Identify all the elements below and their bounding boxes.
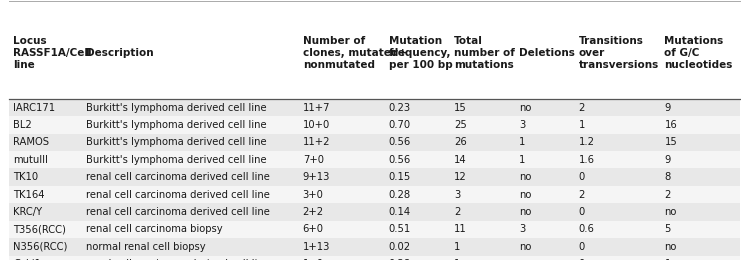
Text: 11+7: 11+7 <box>303 102 330 113</box>
Bar <box>9 203 740 221</box>
Text: Description: Description <box>87 48 154 58</box>
Text: 0.02: 0.02 <box>388 242 411 252</box>
Text: renal cell carcinoma derived cell line: renal cell carcinoma derived cell line <box>87 207 270 217</box>
Text: 1: 1 <box>519 137 525 147</box>
Text: 5: 5 <box>665 224 671 235</box>
Text: 16: 16 <box>665 120 677 130</box>
Text: 9+13: 9+13 <box>303 172 330 182</box>
Text: 15: 15 <box>665 137 677 147</box>
Text: 9: 9 <box>665 155 671 165</box>
Text: 0: 0 <box>579 242 585 252</box>
Bar <box>9 186 740 203</box>
Text: Mutation
frequency,
per 100 bp: Mutation frequency, per 100 bp <box>388 36 452 70</box>
Text: no: no <box>519 259 531 260</box>
Text: 7+0: 7+0 <box>303 155 324 165</box>
Text: 0.23: 0.23 <box>388 102 411 113</box>
Text: TK10: TK10 <box>13 172 39 182</box>
Text: 2: 2 <box>579 190 585 200</box>
Text: 3: 3 <box>519 224 525 235</box>
Text: 2: 2 <box>579 102 585 113</box>
Text: 2: 2 <box>453 207 460 217</box>
Text: 0.28: 0.28 <box>388 259 411 260</box>
Text: 11: 11 <box>453 224 467 235</box>
Bar <box>9 99 740 116</box>
Text: 3+0: 3+0 <box>303 190 324 200</box>
Text: renal cell carcinoma derived cell line: renal cell carcinoma derived cell line <box>87 190 270 200</box>
Text: 1.2: 1.2 <box>579 137 594 147</box>
Text: 2: 2 <box>665 190 671 200</box>
Text: no: no <box>519 190 531 200</box>
Text: 0.70: 0.70 <box>388 120 411 130</box>
Text: Burkitt's lymphoma derived cell line: Burkitt's lymphoma derived cell line <box>87 155 267 165</box>
Text: 26: 26 <box>453 137 467 147</box>
Text: Locus
RASSF1A/Cell
line: Locus RASSF1A/Cell line <box>13 36 92 70</box>
Text: KRC/Y: KRC/Y <box>13 207 42 217</box>
Text: 6+0: 6+0 <box>303 224 324 235</box>
Text: 0: 0 <box>579 172 585 182</box>
Text: normal renal cell biopsy: normal renal cell biopsy <box>87 242 206 252</box>
Text: 1+13: 1+13 <box>303 242 330 252</box>
Text: Deletions: Deletions <box>519 48 575 58</box>
Text: 0.56: 0.56 <box>388 155 411 165</box>
Text: mutulll: mutulll <box>13 155 48 165</box>
Text: 0.56: 0.56 <box>388 137 411 147</box>
Text: no: no <box>519 102 531 113</box>
Text: N356(RCC): N356(RCC) <box>13 242 67 252</box>
Bar <box>9 221 740 238</box>
Text: 1: 1 <box>519 155 525 165</box>
Text: no: no <box>519 172 531 182</box>
Text: T356(RCC): T356(RCC) <box>13 224 66 235</box>
Text: 2+2: 2+2 <box>303 207 324 217</box>
Bar <box>9 256 740 260</box>
Text: Burkitt's lymphoma derived cell line: Burkitt's lymphoma derived cell line <box>87 137 267 147</box>
Text: RAMOS: RAMOS <box>13 137 50 147</box>
Text: BL2: BL2 <box>13 120 32 130</box>
Bar <box>9 116 740 134</box>
Text: Burkitt's lymphoma derived cell line: Burkitt's lymphoma derived cell line <box>87 120 267 130</box>
Text: no: no <box>665 207 677 217</box>
Text: Transitions
over
transversions: Transitions over transversions <box>579 36 659 70</box>
Text: Total
number of
mutations: Total number of mutations <box>453 36 515 70</box>
Text: 0.28: 0.28 <box>388 190 411 200</box>
Text: TK164: TK164 <box>13 190 45 200</box>
Text: 0.15: 0.15 <box>388 172 411 182</box>
Text: renal cell carcinoma biopsy: renal cell carcinoma biopsy <box>87 224 223 235</box>
Text: 0: 0 <box>579 207 585 217</box>
Text: 3: 3 <box>519 120 525 130</box>
Text: no: no <box>519 207 531 217</box>
Text: 10+0: 10+0 <box>303 120 330 130</box>
Text: 9: 9 <box>665 102 671 113</box>
Text: 1.6: 1.6 <box>579 155 594 165</box>
Text: 1: 1 <box>453 259 460 260</box>
Text: 1: 1 <box>579 120 585 130</box>
Text: 0: 0 <box>579 259 585 260</box>
Bar <box>9 168 740 186</box>
Text: no: no <box>519 242 531 252</box>
Text: renal cell carcinoma derived cell line: renal cell carcinoma derived cell line <box>87 259 270 260</box>
Text: 0.6: 0.6 <box>579 224 594 235</box>
Text: no: no <box>665 242 677 252</box>
Text: Number of
clones, mutated+
nonmutated: Number of clones, mutated+ nonmutated <box>303 36 407 70</box>
Text: Mutations
of G/C
nucleotides: Mutations of G/C nucleotides <box>665 36 733 70</box>
Text: 25: 25 <box>453 120 467 130</box>
Bar <box>9 238 740 256</box>
Text: Burkitt's lymphoma derived cell line: Burkitt's lymphoma derived cell line <box>87 102 267 113</box>
Bar <box>9 151 740 168</box>
Text: 0.14: 0.14 <box>388 207 411 217</box>
Text: renal cell carcinoma derived cell line: renal cell carcinoma derived cell line <box>87 172 270 182</box>
Text: Caki1: Caki1 <box>13 259 41 260</box>
Text: 15: 15 <box>453 102 467 113</box>
Text: 11+2: 11+2 <box>303 137 330 147</box>
Bar <box>9 134 740 151</box>
Text: 8: 8 <box>665 172 671 182</box>
Text: 0.51: 0.51 <box>388 224 411 235</box>
Text: 1+0: 1+0 <box>303 259 324 260</box>
Text: 3: 3 <box>453 190 460 200</box>
Text: IARC171: IARC171 <box>13 102 56 113</box>
Text: 14: 14 <box>453 155 466 165</box>
Text: 1: 1 <box>453 242 460 252</box>
Text: 12: 12 <box>453 172 467 182</box>
Text: 1: 1 <box>665 259 671 260</box>
